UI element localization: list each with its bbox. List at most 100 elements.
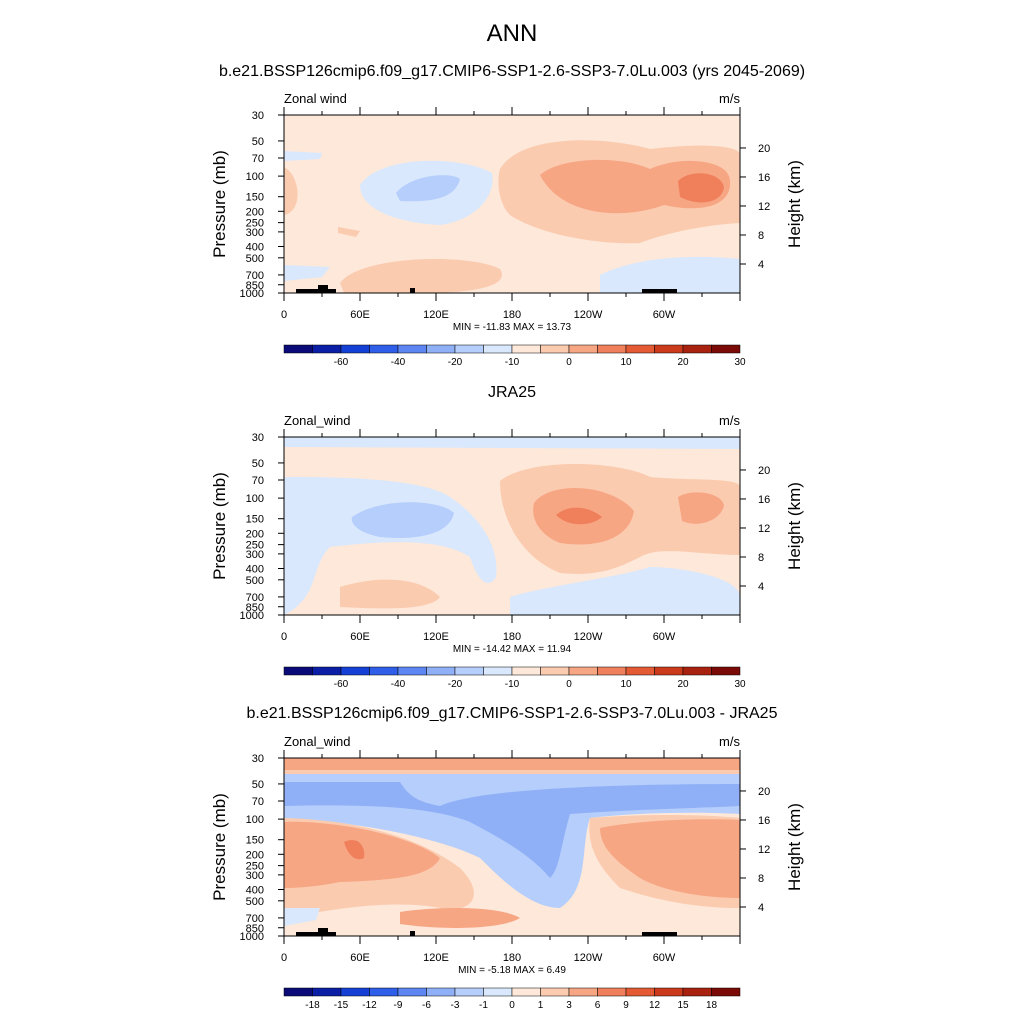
colorbar-cell [568, 987, 598, 997]
colorbar-cell [312, 987, 342, 997]
colorbar-cell [568, 666, 598, 676]
colorbar-cell [454, 987, 484, 997]
y-tick-label: 50 [252, 779, 264, 791]
colorbar-label: -40 [391, 679, 406, 690]
contour-region [340, 258, 502, 293]
axes-model: Zonal wind m/s0 60E 120E 180 120W 60W305070100… [210, 91, 804, 368]
y-right-tick-label: 8 [758, 230, 764, 242]
y-tick-label: 200 [246, 528, 264, 540]
y-right-tick-label: 8 [758, 552, 764, 564]
y-tick-label: 200 [246, 849, 264, 861]
y-right-tick-label: 16 [758, 494, 770, 506]
y-tick-label: 50 [252, 136, 264, 148]
contour-region [284, 758, 740, 770]
variable-label: Zonal_wind [284, 413, 351, 428]
colorbar-cell [340, 666, 370, 676]
colorbar-cell [283, 666, 313, 676]
colorbar-label: -15 [334, 1000, 349, 1011]
x-tick-label: 60W [653, 631, 676, 643]
x-tick-label: 0 [281, 952, 287, 964]
colorbar: -60 -40 -20 -10 0 10 20 30 [283, 666, 746, 690]
y-right-tick-label: 20 [758, 465, 770, 477]
topography-bar [296, 289, 336, 293]
units-label: m/s [719, 734, 740, 749]
colorbar-label: -20 [448, 679, 463, 690]
colorbar-label: -1 [479, 1000, 488, 1011]
y-tick-label: 70 [252, 796, 264, 808]
colorbar-cell [369, 666, 399, 676]
colorbar-label: -60 [334, 357, 349, 368]
colorbar-label: -10 [505, 357, 520, 368]
y-right-tick-label: 12 [758, 201, 770, 213]
units-label: m/s [719, 413, 740, 428]
y-tick-label: 250 [246, 861, 264, 873]
y-tick-label: 700 [246, 913, 264, 925]
y-tick-label: 100 [246, 171, 264, 183]
y-right-tick-label: 8 [758, 873, 764, 885]
variable-label: Zonal_wind [284, 734, 351, 749]
y-right-tick-label: 4 [758, 581, 764, 593]
y-tick-label: 30 [252, 753, 264, 765]
colorbar-cell [540, 344, 570, 354]
x-tick-label: 60W [653, 952, 676, 964]
contour-region [284, 265, 330, 281]
colorbar-cell [426, 666, 456, 676]
y-tick-label: 700 [246, 592, 264, 604]
colorbar-label: 10 [620, 679, 632, 690]
colorbar-cell [283, 987, 313, 997]
colorbar-cell [682, 344, 712, 354]
colorbar-cell [511, 987, 541, 997]
contour-fill [284, 437, 740, 615]
y-axis-right-title: Height (km) [785, 803, 804, 891]
colorbar-label: -18 [305, 1000, 320, 1011]
colorbar-label: -9 [394, 1000, 403, 1011]
topography-bar [642, 289, 677, 293]
colorbar-label: 15 [677, 1000, 689, 1011]
x-tick-label: 0 [281, 631, 287, 643]
y-tick-label: 150 [246, 514, 264, 526]
x-tick-label: 120W [574, 631, 603, 643]
colorbar-cell [511, 344, 541, 354]
y-tick-label: 100 [246, 814, 264, 826]
y-tick-label: 850 [246, 602, 264, 614]
y-tick-label: 30 [252, 432, 264, 444]
y-tick-label: 70 [252, 153, 264, 165]
axes-obs: Zonal_wind m/s0 60E 120E 180 120W 60W305070100… [210, 413, 804, 690]
colorbar-cell [312, 344, 342, 354]
colorbar-cell [340, 987, 370, 997]
colorbar-cell [568, 344, 598, 354]
colorbar-cell [369, 344, 399, 354]
y-axis-title: Pressure (mb) [210, 472, 229, 580]
y-tick-label: 1000 [240, 931, 264, 943]
y-tick-label: 30 [252, 110, 264, 122]
y-axis-title: Pressure (mb) [210, 793, 229, 901]
x-tick-label: 180 [503, 309, 521, 321]
y-tick-label: 200 [246, 206, 264, 218]
contour-region [396, 175, 460, 202]
colorbar-label: 30 [734, 679, 746, 690]
figure-title: ANN [486, 20, 538, 47]
colorbar: -18 -15 -12 -9 -6 -3 -1 0 1 3 6 9 12 15 18 [283, 987, 741, 1011]
y-tick-label: 150 [246, 192, 264, 204]
variable-label: Zonal wind [284, 91, 347, 106]
colorbar-cell [625, 666, 655, 676]
colorbar-label: 10 [620, 357, 632, 368]
colorbar-cell [625, 987, 655, 997]
colorbar-cell [483, 666, 513, 676]
y-tick-label: 250 [246, 540, 264, 552]
colorbar-label: 0 [509, 1000, 515, 1011]
x-tick-label: 60E [350, 631, 370, 643]
colorbar-cell [682, 666, 712, 676]
x-tick-label: 180 [503, 631, 521, 643]
contour-region [344, 839, 365, 860]
y-tick-label: 500 [246, 896, 264, 908]
colorbar-cell [397, 344, 427, 354]
colorbar-label: -3 [451, 1000, 460, 1011]
topography-bar [296, 932, 336, 936]
colorbar-cell [540, 987, 570, 997]
topography-bar [410, 931, 415, 936]
contour-region [351, 502, 454, 538]
colorbar-cell [711, 666, 741, 676]
colorbar-cell [483, 344, 513, 354]
colorbar-label: -20 [448, 357, 463, 368]
